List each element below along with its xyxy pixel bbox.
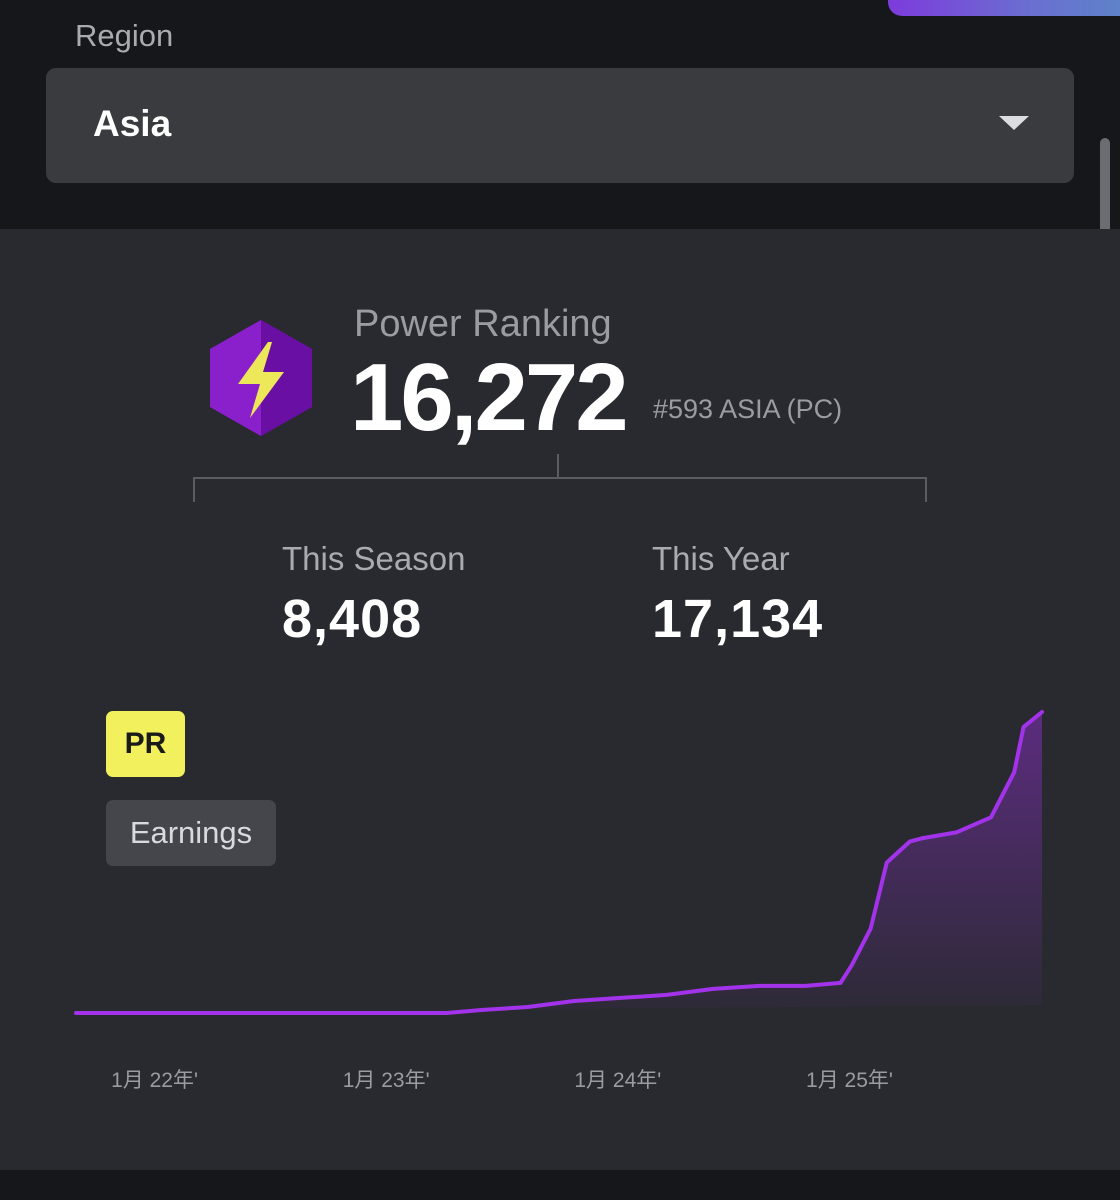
year-stat-value: 17,134 [652,589,824,649]
pr-toggle-button[interactable]: PR [106,711,185,777]
chart-area-fill [76,712,1042,1013]
region-select[interactable]: Asia [46,68,1074,183]
pr-history-chart [74,710,1044,1015]
chart-series-line [74,710,1044,1015]
year-stat-label: This Year [652,540,790,577]
bracket-divider [193,454,927,502]
top-gradient-bar [888,0,1120,16]
season-stat-label: This Season [282,540,466,577]
season-stat-value: 8,408 [282,589,423,649]
region-selected-value: Asia [93,103,172,144]
lightning-badge-icon [210,320,312,436]
power-ranking-value: 16,272 [350,344,629,451]
x-axis-tick-label: 1月 23年' [342,1069,430,1092]
region-label: Region [75,18,174,53]
x-axis-tick-label: 1月 22年' [111,1069,198,1092]
x-axis-tick-label: 1月 24年' [574,1069,662,1092]
regional-rank: #593 ASIA (PC) [653,394,843,424]
chevron-down-icon[interactable] [999,116,1029,130]
x-axis-tick-label: 1月 25年' [806,1069,893,1092]
earnings-toggle-button[interactable]: Earnings [106,800,276,866]
power-ranking-label: Power Ranking [354,303,612,345]
